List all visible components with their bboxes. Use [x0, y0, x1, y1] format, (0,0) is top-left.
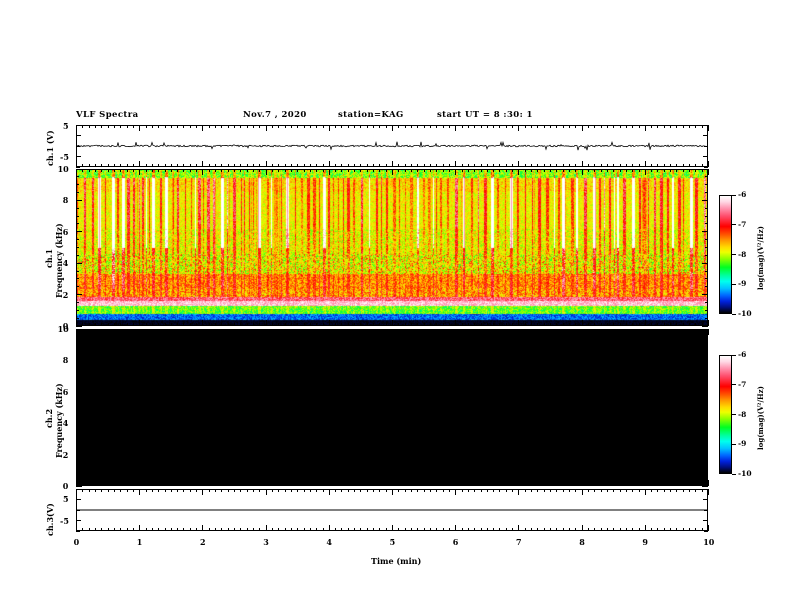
- colorbar-tick: [732, 414, 736, 415]
- ch3-axis-label: ch.3(V): [45, 503, 55, 536]
- ch2-spectrogram-image: [77, 330, 707, 485]
- colorbar-ch1: [719, 195, 732, 314]
- xtick-label-5: 5: [389, 537, 396, 547]
- colorbar1-tick-label-neg8: -8: [738, 249, 747, 259]
- xtick: [708, 161, 709, 167]
- xtick: [708, 320, 709, 326]
- colorbar1-tick-label-neg7: -7: [738, 219, 747, 229]
- xtick-label-4: 4: [326, 537, 332, 547]
- ch1-freq-axis-label-line1: ch.1: [44, 248, 54, 268]
- plot-station: station=KAG: [338, 110, 404, 120]
- ch3-ytick-5: 5: [63, 494, 69, 504]
- plot-start-ut: start UT = 8 :30: 1: [437, 110, 533, 120]
- ch3-ytick-neg5: -5: [60, 516, 69, 526]
- xtick: [708, 125, 709, 131]
- xtick: [708, 329, 709, 335]
- ch1-freq-ytick-label-10: 10: [57, 164, 69, 174]
- colorbar1-tick-label-neg10: -10: [738, 309, 752, 318]
- colorbar-tick: [732, 313, 736, 315]
- colorbar-ch1-label: log(mag)(V²/Hz): [756, 226, 765, 290]
- colorbar-tick: [732, 254, 736, 255]
- xtick: [708, 525, 709, 531]
- ch1-ytick-5: 5: [63, 121, 69, 131]
- ch1-spectrogram-panel: [76, 169, 708, 326]
- xtick-label-10: 10: [703, 537, 715, 547]
- ch1-waveform-panel: [76, 125, 708, 167]
- ch2-freq-ytick-label-10: 10: [57, 324, 69, 334]
- colorbar2-tick-label-neg9: -9: [738, 439, 747, 449]
- colorbar-tick: [732, 354, 736, 356]
- colorbar-tick: [732, 283, 736, 285]
- ch1-freq-ytick-label-8: 8: [62, 195, 69, 206]
- xtick: [708, 480, 709, 486]
- colorbar-ch2-label: log(mag)(V²/Hz): [756, 386, 765, 450]
- colorbar-tick: [732, 194, 736, 196]
- xtick: [708, 489, 709, 495]
- colorbar1-tick-label-neg9: -9: [738, 279, 747, 289]
- xtick-label-2: 2: [200, 537, 206, 547]
- colorbar2-tick-label-neg8: -8: [738, 409, 747, 419]
- xaxis-label: Time (min): [371, 556, 422, 566]
- colorbar-tick: [732, 224, 736, 226]
- ch2-spectrogram-panel: [76, 329, 708, 486]
- colorbar-tick: [732, 473, 736, 475]
- ch2-freq-ytick-label-8: 8: [62, 355, 69, 366]
- ch2-freq-axis-label-line2: Frequency (kHz): [54, 383, 64, 458]
- xtick-label-0: 0: [73, 537, 80, 547]
- ch2-freq-ytick-label-0: 0: [62, 481, 69, 491]
- colorbar-tick: [732, 384, 736, 386]
- colorbar2-tick-label-neg10: -10: [738, 469, 752, 478]
- ch1-freq-axis-label-line2: Frequency (kHz): [54, 223, 64, 298]
- ch1-freq-ytick-label-0: 0: [62, 321, 69, 331]
- xtick-label-6: 6: [452, 537, 459, 547]
- xtick-label-9: 9: [642, 537, 648, 547]
- colorbar-ch2: [719, 355, 732, 474]
- ch1-axis-label: ch.1 (V): [45, 130, 55, 166]
- ch1-waveform-trace: [77, 140, 707, 151]
- colorbar2-tick-label-neg7: -7: [738, 379, 747, 389]
- colorbar-tick: [732, 443, 736, 445]
- plot-title: VLF Spectra: [76, 110, 139, 120]
- xtick-label-8: 8: [579, 537, 585, 547]
- xtick-label-1: 1: [136, 537, 143, 547]
- xtick-label-7: 7: [516, 537, 522, 547]
- ch3-waveform-trace: [77, 509, 707, 511]
- xtick-label-3: 3: [263, 537, 269, 547]
- ch3-waveform-panel: [76, 489, 708, 531]
- plot-date: Nov.7 , 2020: [243, 110, 307, 120]
- ch2-freq-axis-label-line1: ch.2: [44, 408, 54, 428]
- ch1-ytick-neg5: -5: [60, 152, 69, 162]
- ch1-spectrogram-image: [77, 170, 707, 325]
- colorbar1-tick-label-neg6: -6: [738, 190, 747, 199]
- xtick: [708, 169, 709, 175]
- colorbar2-tick-label-neg6: -6: [738, 350, 747, 359]
